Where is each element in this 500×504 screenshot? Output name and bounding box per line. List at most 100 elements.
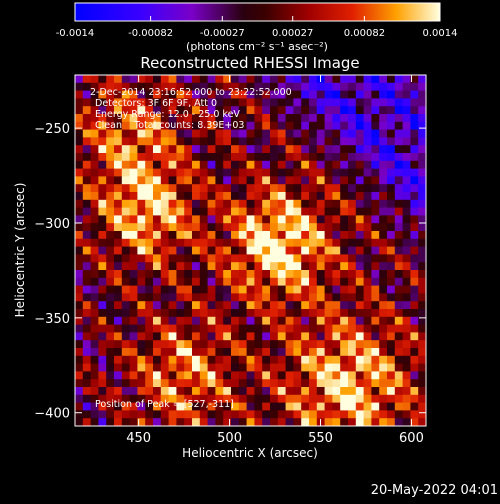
heatmap-cell [270,379,279,388]
heatmap-cell [207,402,216,411]
heatmap-cell [199,137,209,146]
heatmap-cell [363,98,372,107]
heatmap-cell [410,176,419,185]
heatmap-cell [277,246,287,255]
heatmap-cell [277,215,287,224]
heatmap-cell [285,160,294,170]
heatmap-cell [114,153,123,162]
heatmap-cell [90,114,99,123]
heatmap-cell [98,254,107,263]
heatmap-cell [114,348,123,357]
heatmap-cell [137,293,146,302]
heatmap-cell [192,238,201,248]
heatmap-cell [75,114,84,123]
heatmap-cell [90,285,99,294]
heatmap-cell [160,293,170,302]
heatmap-cell [379,402,388,411]
heatmap-cell [82,137,92,146]
heatmap-cell [371,82,380,92]
heatmap-cell [215,160,224,170]
heatmap-cell [418,207,426,216]
heatmap-cell [324,348,333,357]
heatmap-cell [348,176,357,185]
heatmap-cell [324,371,333,380]
heatmap-cell [199,246,209,255]
heatmap-cell [207,418,216,426]
x-tick-label: 550 [308,431,333,446]
heatmap-cell [145,184,154,193]
heatmap-cell [402,418,411,426]
heatmap-cell [75,121,84,131]
heatmap-cell [231,410,240,419]
heatmap-cell [153,340,162,349]
heatmap-cell [277,168,287,177]
heatmap-cell [316,371,326,380]
heatmap-cell [418,309,426,318]
heatmap-cell [277,394,287,404]
heatmap-cell [223,168,232,177]
heatmap-cell [192,168,201,177]
heatmap-cell [223,387,232,396]
heatmap-cell [98,199,107,209]
heatmap-cell [293,199,302,209]
heatmap-cell [270,246,279,255]
heatmap-cell [176,394,185,404]
heatmap-cell [379,215,388,224]
heatmap-cell [215,316,224,326]
heatmap-cell [394,114,404,123]
heatmap-cell [410,82,419,92]
heatmap-cell [90,238,99,248]
heatmap-cell [270,394,279,404]
heatmap-cell [238,371,248,380]
heatmap-cell [340,90,349,99]
heatmap-cell [215,238,224,248]
heatmap-cell [238,332,248,341]
heatmap-cell [192,199,201,209]
heatmap-cell [114,309,123,318]
heatmap-cell [153,262,162,271]
heatmap-cell [309,121,318,131]
heatmap-cell [418,168,426,177]
heatmap-cell [348,387,357,396]
heatmap-cell [418,332,426,341]
heatmap-cell [387,82,396,92]
heatmap-cell [355,82,365,92]
heatmap-cell [410,355,419,365]
heatmap-cell [90,309,99,318]
heatmap-cell [371,355,380,365]
heatmap-cell [254,309,263,318]
heatmap-cell [114,340,123,349]
heatmap-cell [121,192,131,201]
heatmap-cell [262,379,271,388]
heatmap-cell [231,246,240,255]
heatmap-cell [332,223,341,232]
heatmap-cell [379,121,388,131]
y-tick-label: −400 [34,407,70,422]
heatmap-cell [145,363,154,372]
heatmap-cell [114,293,123,302]
heatmap-cell [153,246,162,255]
heatmap-cell [246,168,255,177]
heatmap-cell [246,285,255,294]
heatmap-cell [153,75,162,84]
heatmap-cell [309,293,318,302]
heatmap-cell [402,277,411,287]
heatmap-cell [184,418,193,426]
heatmap-cell [223,215,232,224]
heatmap-cell [231,160,240,170]
heatmap-cell [332,90,341,99]
heatmap-cell [238,418,248,426]
colorbar-ticks: -0.0014 -0.00082 -0.00027 0.00027 0.00082 0.0… [56,16,458,39]
heatmap-cell [301,215,310,224]
heatmap-cell [293,394,302,404]
heatmap-cell [184,246,193,255]
heatmap-cell [106,379,115,388]
heatmap-cell [129,355,138,365]
heatmap-cell [145,238,154,248]
heatmap-cell [98,418,107,426]
heatmap-cell [270,129,279,138]
heatmap-cell [262,114,271,123]
heatmap-cell [355,145,365,154]
heatmap-cell [355,153,365,162]
heatmap-cell [418,316,426,326]
